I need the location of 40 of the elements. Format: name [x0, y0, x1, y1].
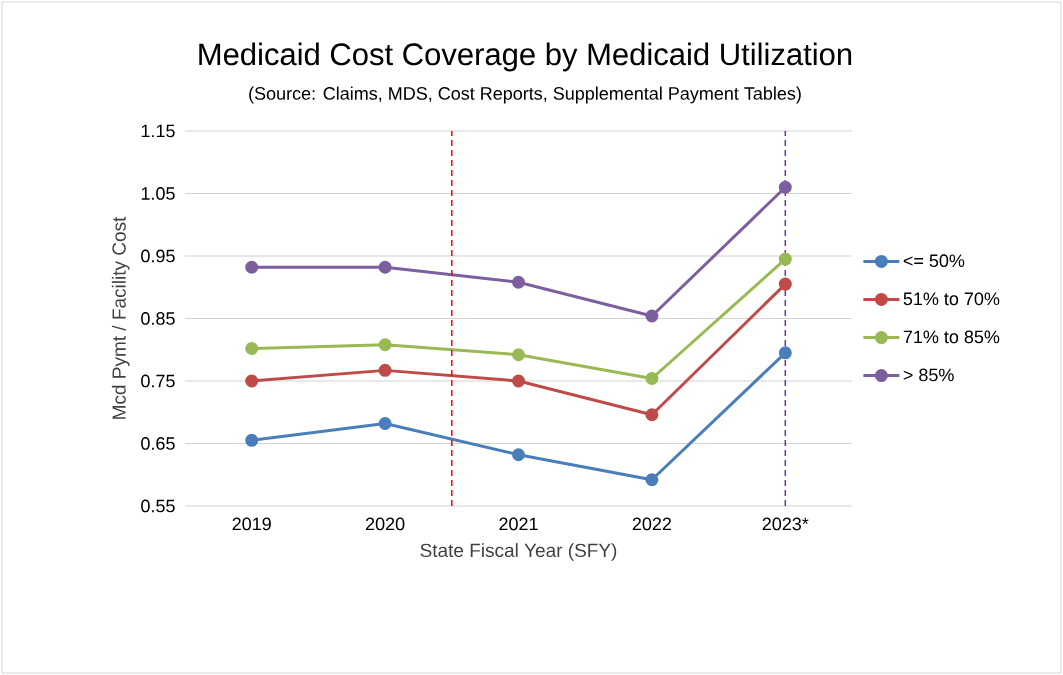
- point: [778, 252, 792, 266]
- x-tick-label: 2023*: [762, 517, 809, 531]
- point: [645, 372, 659, 385]
- y-tick-label: 0.65: [141, 437, 175, 450]
- y-tick-label: 0.75: [141, 374, 175, 388]
- y-tick-label: 0.85: [141, 312, 175, 325]
- chart-title: Medicaid Cost Coverage by Medicaid Utilization: [199, 42, 852, 72]
- y-axis-title: Mcd Pymt / Facility Cost: [111, 216, 130, 419]
- point: [778, 346, 792, 360]
- legend-label: 51% to 70%: [903, 292, 1000, 306]
- y-tick-label: 1.05: [141, 187, 175, 200]
- point: [645, 309, 659, 323]
- point: [378, 338, 392, 352]
- point: [245, 374, 259, 388]
- point: [645, 408, 659, 422]
- x-tick-label: 2019: [232, 517, 271, 531]
- x-tick-label: 2020: [365, 517, 405, 531]
- point: [512, 448, 526, 462]
- point: [245, 260, 259, 274]
- legend-label: > 85%: [903, 368, 954, 382]
- point: [378, 260, 392, 274]
- point: [245, 433, 259, 447]
- x-tick-label: 2022: [632, 517, 672, 531]
- point: [245, 342, 259, 355]
- point: [645, 473, 659, 487]
- y-tick-label: 0.55: [141, 499, 175, 513]
- point: [512, 275, 526, 289]
- point: [512, 348, 526, 362]
- chart-subtitle: (Source: Claims, MDS, Cost Reports, Supplemental Payment Tables): [249, 86, 801, 104]
- legend-label: <= 50%: [903, 254, 965, 268]
- point: [778, 277, 792, 291]
- point: [378, 417, 392, 430]
- legend-label: 71% to 85%: [903, 330, 1000, 344]
- y-tick-label: 0.95: [141, 249, 175, 263]
- point: [512, 374, 526, 388]
- point: [778, 180, 792, 194]
- y-tick-label: 1.15: [141, 124, 175, 138]
- x-tick-label: 2021: [499, 517, 538, 531]
- x-axis-title: State Fiscal Year (SFY): [420, 543, 617, 561]
- point: [378, 363, 392, 377]
